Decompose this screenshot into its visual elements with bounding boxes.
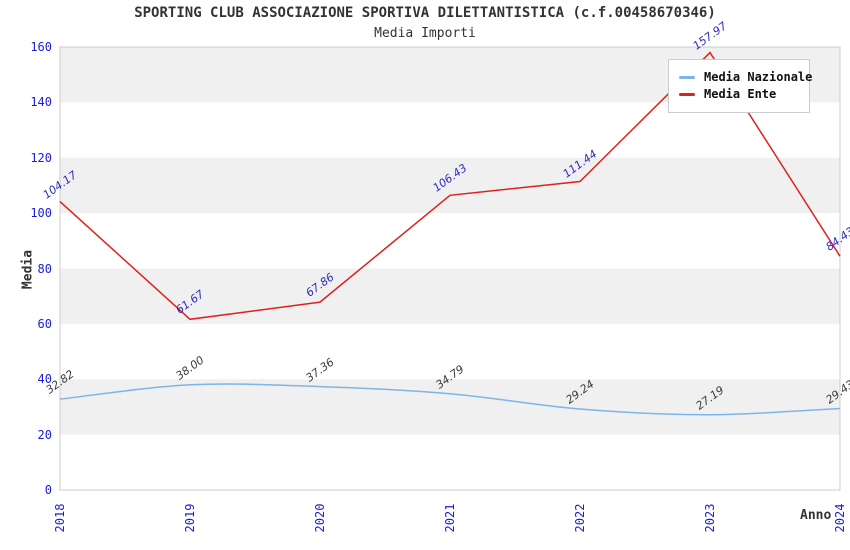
- x-tick-label[interactable]: 2024: [833, 503, 847, 533]
- series-line-media-ente[interactable]: [59, 51, 841, 321]
- x-tick-label[interactable]: 2020: [313, 503, 327, 533]
- y-tick-label: 100: [30, 206, 52, 221]
- y-tick-label: 40: [37, 372, 52, 387]
- x-tick-label[interactable]: 2019: [183, 503, 197, 533]
- legend-swatch-media-ente-icon: [679, 92, 695, 96]
- legend-item-media-ente[interactable]: Media Ente: [679, 87, 799, 101]
- legend-label-media-nazionale: Media Nazionale: [704, 70, 813, 84]
- legend-item-media-nazionale[interactable]: Media Nazionale: [679, 70, 812, 84]
- y-tick-label: 60: [37, 316, 52, 331]
- y-tick-label: 80: [37, 261, 52, 276]
- x-tick-label[interactable]: 2021: [443, 503, 457, 533]
- grid-band: [60, 323, 840, 380]
- series-line-media-nazionale[interactable]: [59, 383, 841, 416]
- y-tick-label: 140: [30, 95, 52, 110]
- y-tick-label: 160: [30, 40, 52, 54]
- legend-swatch-media-nazionale-icon: [679, 75, 695, 79]
- y-tick-label: 0: [44, 483, 52, 497]
- chart-title: SPORTING CLUB ASSOCIAZIONE SPORTIVA DILE…: [134, 5, 716, 21]
- x-axis-title: Anno: [800, 508, 832, 523]
- grid-band: [60, 434, 840, 490]
- x-tick-label[interactable]: 2018: [53, 503, 67, 533]
- grid-band: [60, 268, 840, 324]
- y-tick-label: 120: [30, 150, 52, 165]
- plot-area-border: [59, 46, 841, 491]
- grid-band: [60, 213, 840, 269]
- x-tick-label[interactable]: 2023: [703, 503, 717, 533]
- legend-label-media-ente: Media Ente: [704, 87, 777, 101]
- grid-band: [60, 379, 840, 435]
- y-tick-label: 20: [37, 427, 52, 442]
- chart-subtitle: Media Importi: [374, 26, 476, 41]
- x-tick-label[interactable]: 2022: [573, 503, 587, 533]
- grid-band: [60, 157, 840, 214]
- legend: Media Nazionale Media Ente: [668, 59, 812, 113]
